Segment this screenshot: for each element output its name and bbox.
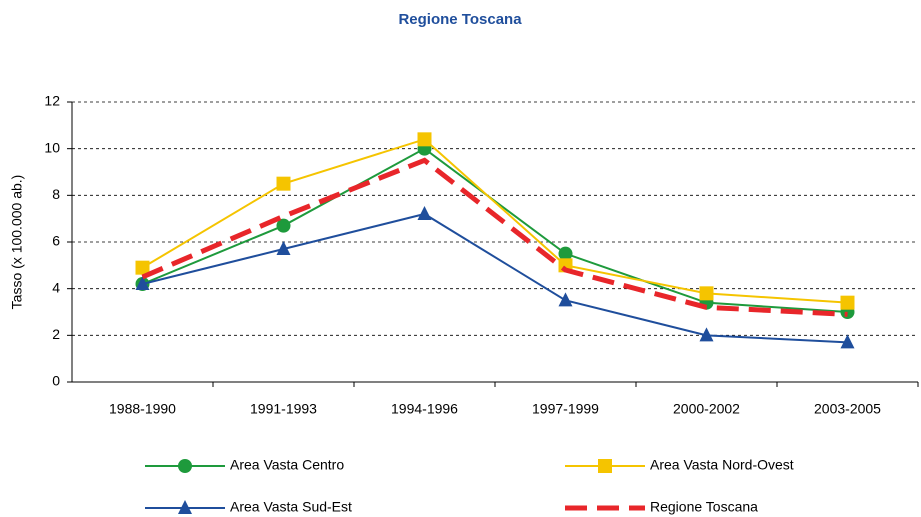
x-tick-label: 1994-1996 bbox=[391, 401, 458, 417]
data-point bbox=[417, 132, 432, 147]
data-point bbox=[558, 246, 573, 261]
legend-marker bbox=[178, 459, 192, 473]
x-tick-label: 1997-1999 bbox=[532, 401, 599, 417]
legend-label: Area Vasta Sud-Est bbox=[230, 499, 352, 515]
data-point bbox=[276, 241, 291, 255]
y-tick-label: 6 bbox=[52, 233, 60, 249]
legend-label: Regione Toscana bbox=[650, 499, 758, 515]
y-tick-label: 0 bbox=[52, 373, 60, 389]
data-point bbox=[840, 334, 855, 349]
legend-label: Area Vasta Nord-Ovest bbox=[650, 457, 794, 473]
data-point bbox=[699, 327, 714, 342]
data-point bbox=[276, 218, 291, 233]
legend-marker bbox=[598, 459, 612, 473]
data-point bbox=[417, 206, 432, 220]
y-tick-label: 10 bbox=[44, 139, 60, 155]
data-point bbox=[558, 292, 573, 307]
legend-label: Area Vasta Centro bbox=[230, 457, 344, 473]
series-line bbox=[142, 212, 848, 344]
legend-marker bbox=[178, 500, 192, 514]
x-tick-label: 2003-2005 bbox=[814, 401, 881, 417]
x-tick-label: 2000-2002 bbox=[673, 401, 740, 417]
chart-title: Regione Toscana bbox=[398, 11, 522, 28]
x-tick-label: 1991-1993 bbox=[250, 401, 317, 417]
y-tick-label: 2 bbox=[52, 326, 60, 342]
y-tick-label: 12 bbox=[44, 93, 60, 109]
y-tick-label: 8 bbox=[52, 186, 60, 202]
data-point bbox=[276, 176, 291, 191]
y-axis-label: Tasso (x 100.000 ab.) bbox=[9, 175, 25, 310]
series-line bbox=[141, 138, 848, 304]
data-point bbox=[840, 295, 855, 310]
data-point bbox=[135, 276, 150, 290]
series-line bbox=[141, 157, 848, 317]
data-point bbox=[699, 286, 714, 301]
data-point bbox=[135, 260, 150, 275]
x-tick-label: 1988-1990 bbox=[109, 401, 176, 417]
y-tick-label: 4 bbox=[52, 279, 60, 295]
